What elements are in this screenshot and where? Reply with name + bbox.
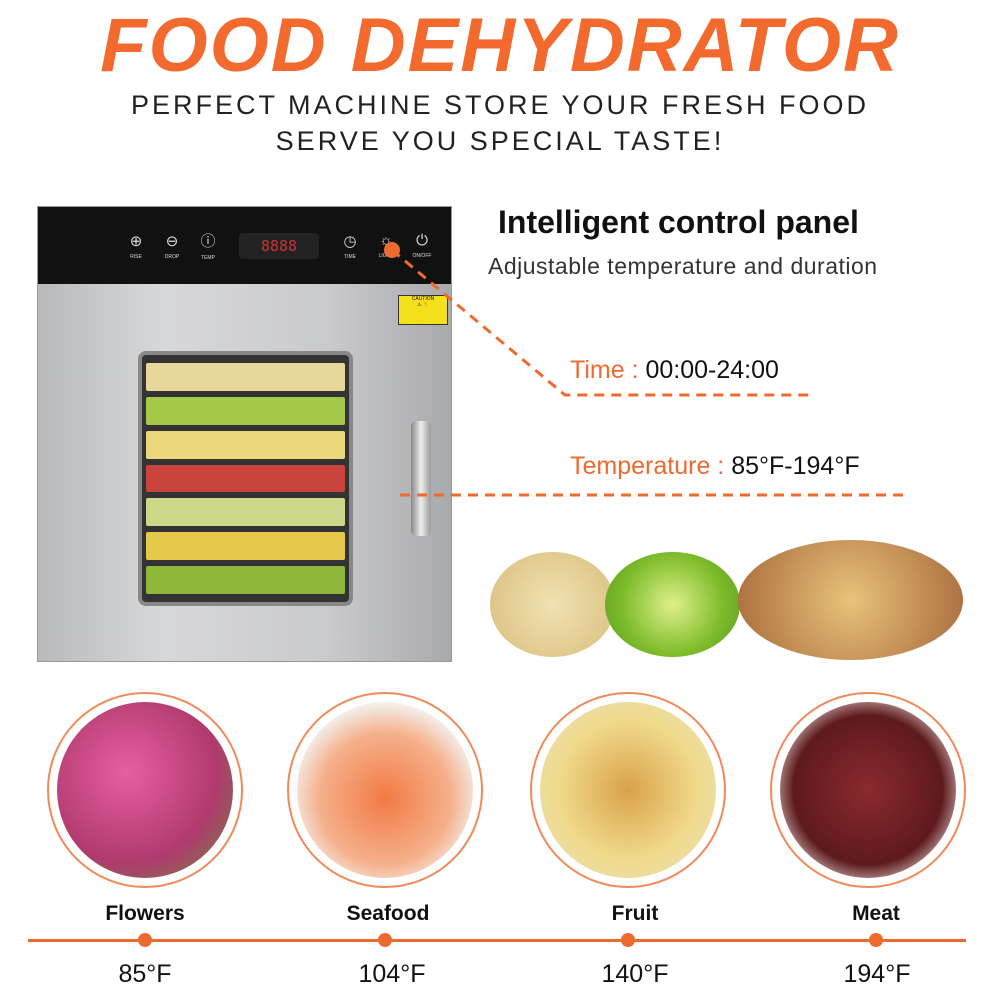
digital-display: 8888: [239, 232, 319, 259]
power-button: ⏻ ON/OFF: [409, 232, 435, 259]
caution-text: CAUTION: [411, 296, 435, 302]
temp-label: TEMP: [201, 255, 215, 261]
dehydrator-image: ⊕ RISE ⊖ DROP ⓘ TEMP 8888 ◷ TIME ☼ LIGHT ⏻ ON/…: [37, 206, 452, 662]
temp-seafood: 104°F: [358, 960, 426, 988]
time-button: ◷ TIME: [337, 232, 363, 260]
timeline-dot: [869, 933, 883, 947]
dried-lemon-image: [738, 540, 963, 660]
category-meat: Meat: [852, 902, 900, 925]
temp-button: ⓘ TEMP: [195, 230, 221, 261]
tray: [146, 566, 345, 595]
category-fruit: Fruit: [611, 902, 659, 925]
tray: [146, 430, 345, 459]
temperature-spec: Temperature : 85°F-194°F: [570, 452, 860, 481]
seafood-image: [287, 692, 483, 888]
category-flowers: Flowers: [105, 902, 185, 925]
caution-label: CAUTION ⚠ ✋: [398, 295, 448, 325]
time-spec: Time : 00:00-24:00: [570, 356, 779, 385]
timeline-dot: [621, 933, 635, 947]
meat-image: [770, 692, 966, 888]
temperature-value: 85°F-194°F: [731, 452, 860, 480]
door-handle: [411, 421, 431, 536]
rise-label: RISE: [130, 253, 142, 260]
temp-fruit: 140°F: [601, 960, 669, 988]
tray: [146, 396, 345, 425]
temperature-label: Temperature :: [570, 452, 725, 480]
subtitle-line-1: PERFECT MACHINE STORE YOUR FRESH FOOD: [130, 90, 870, 120]
subtitle-line-2: SERVE YOU SPECIAL TASTE!: [275, 126, 725, 156]
power-label: ON/OFF: [412, 253, 432, 259]
flowers-image: [47, 692, 243, 888]
clock-icon: ◷: [343, 232, 357, 250]
rise-button: ⊕ RISE: [123, 232, 149, 260]
tray: [146, 363, 345, 391]
timeline-dot: [138, 933, 152, 947]
category-seafood: Seafood: [346, 902, 430, 925]
tray: [146, 532, 345, 561]
fruit-image: [530, 692, 726, 888]
drop-button: ⊖ DROP: [159, 232, 185, 260]
time-value: 00:00-24:00: [645, 356, 779, 384]
control-panel: ⊕ RISE ⊖ DROP ⓘ TEMP 8888 ◷ TIME ☼ LIGHT ⏻ ON/…: [38, 207, 451, 284]
tray: [146, 498, 345, 527]
time-label: TIME: [344, 253, 356, 260]
tray: [146, 464, 345, 493]
thermometer-icon: ⓘ: [200, 233, 216, 250]
temp-flowers: 85°F: [118, 960, 172, 988]
power-icon: ⏻: [416, 232, 428, 249]
time-callout-line: [391, 248, 815, 397]
timeline-dot: [378, 933, 392, 947]
light-label: LIGHT: [378, 253, 394, 259]
page-title: FOOD DEHYDRATOR: [100, 3, 900, 88]
drop-label: DROP: [164, 253, 180, 260]
door-window: [138, 351, 353, 606]
feature-heading: Intelligent control panel: [498, 204, 859, 240]
minus-circle-icon: ⊖: [165, 232, 179, 250]
dried-banana-image: [490, 552, 615, 657]
feature-description: Adjustable temperature and duration: [488, 253, 878, 279]
dried-kiwi-image: [605, 552, 740, 657]
timeline-line: [28, 939, 966, 942]
plus-circle-icon: ⊕: [129, 232, 143, 250]
temp-meat: 194°F: [843, 960, 911, 988]
time-label: Time :: [570, 356, 639, 384]
